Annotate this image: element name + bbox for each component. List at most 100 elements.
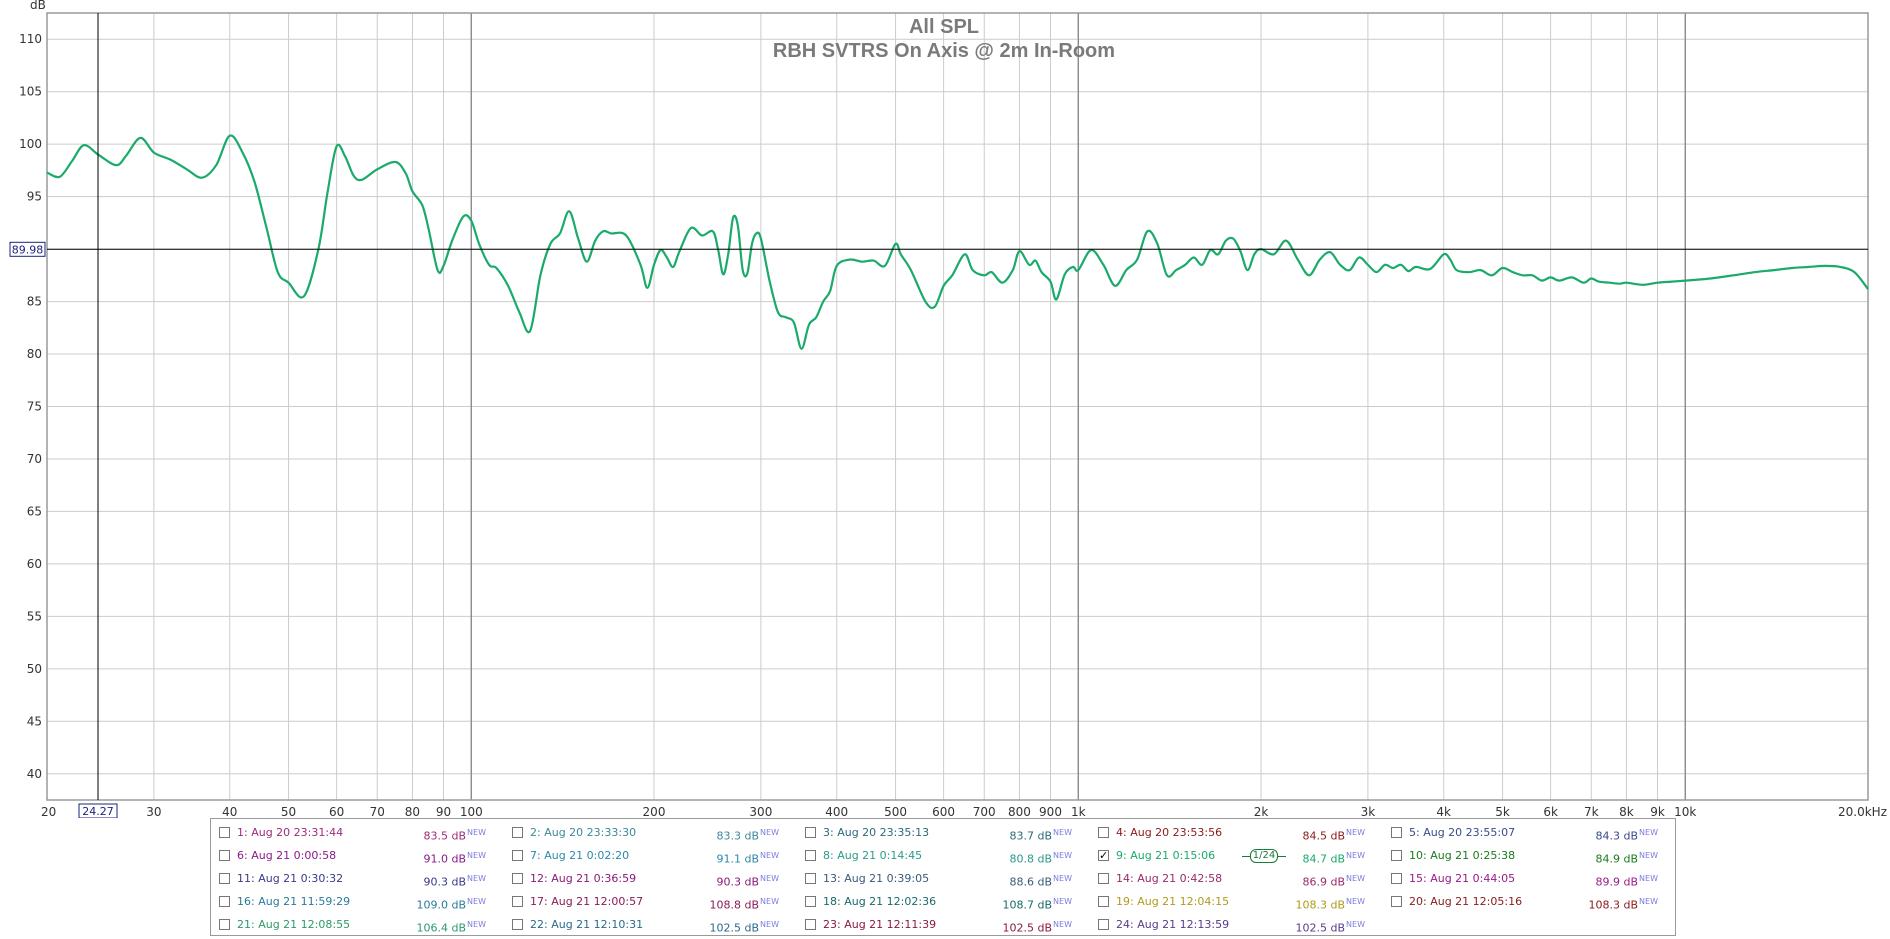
legend-item[interactable]: 11: Aug 21 0:30:32 90.3 dBNEW	[213, 869, 506, 889]
legend-item-name: 18: Aug 21 12:02:36	[823, 895, 937, 908]
legend-value-text: 89.9 dB	[1595, 875, 1639, 889]
legend-item[interactable]: 16: Aug 21 11:59:29 109.0 dBNEW	[213, 892, 506, 912]
legend-item-value: 102.5 dBNEW	[1287, 915, 1365, 939]
legend-item-value: 102.5 dBNEW	[701, 915, 779, 939]
legend-new-badge: NEW	[1346, 920, 1365, 929]
legend-checkbox[interactable]	[1098, 896, 1109, 907]
legend-checkbox[interactable]	[219, 919, 230, 930]
legend-new-badge: NEW	[1053, 851, 1072, 860]
legend-item[interactable]: 20: Aug 21 12:05:16 108.3 dBNEW	[1385, 892, 1678, 912]
legend-checkbox[interactable]	[805, 919, 816, 930]
legend-item-value: 108.3 dBNEW	[1287, 892, 1365, 916]
legend-checkbox[interactable]	[805, 873, 816, 884]
x-tick-label: 20	[41, 805, 56, 818]
legend-checkbox[interactable]	[219, 873, 230, 884]
legend-checkbox[interactable]	[219, 827, 230, 838]
spl-chart[interactable]: 110 105 100 95 90 85 80 75 70 65 60 55 50 45 40 20 30 40…	[0, 0, 1890, 818]
legend-item-name: 22: Aug 21 12:10:31	[530, 918, 644, 931]
legend-item[interactable]: 4: Aug 20 23:53:56 84.5 dBNEW	[1092, 823, 1385, 843]
legend-checkbox[interactable]	[1098, 919, 1109, 930]
legend-item-name: 8: Aug 21 0:14:45	[823, 849, 923, 862]
legend-value-text: 86.9 dB	[1302, 875, 1346, 889]
legend-item-value: 108.3 dBNEW	[1580, 892, 1658, 916]
y-tick-label: 65	[27, 504, 42, 518]
x-tick-label: 9k	[1650, 805, 1665, 818]
legend-checkbox[interactable]	[512, 873, 523, 884]
legend-item-name: 15: Aug 21 0:44:05	[1409, 872, 1516, 885]
legend-value-text: 90.3 dB	[423, 875, 467, 889]
smoothing-badge[interactable]: 1/24	[1242, 849, 1286, 863]
x-tick-label: 800	[1008, 805, 1031, 818]
legend-new-badge: NEW	[1639, 851, 1658, 860]
x-tick-label: 200	[643, 805, 666, 818]
legend-new-badge: NEW	[467, 920, 486, 929]
legend-item[interactable]: 6: Aug 21 0:00:58 91.0 dBNEW	[213, 846, 506, 866]
legend-checkbox[interactable]	[1391, 896, 1402, 907]
legend-checkbox[interactable]	[1391, 873, 1402, 884]
legend-checkbox[interactable]	[219, 850, 230, 861]
legend-new-badge: NEW	[760, 851, 779, 860]
legend-item-name: 7: Aug 21 0:02:20	[530, 849, 630, 862]
legend-item-name: 23: Aug 21 12:11:39	[823, 918, 937, 931]
legend-item[interactable]: 7: Aug 21 0:02:20 91.1 dBNEW	[506, 846, 799, 866]
legend-value-text: 84.9 dB	[1595, 852, 1639, 866]
legend-new-badge: NEW	[1346, 874, 1365, 883]
legend-checkbox[interactable]: ✓	[1098, 849, 1109, 862]
legend-item[interactable]: 24: Aug 21 12:13:59 102.5 dBNEW	[1092, 915, 1385, 935]
legend-checkbox[interactable]	[512, 896, 523, 907]
legend-item[interactable]: 13: Aug 21 0:39:05 88.6 dBNEW	[799, 869, 1092, 889]
x-tick-label: 400	[825, 805, 848, 818]
x-tick-label: 70	[370, 805, 385, 818]
legend-item[interactable]: 8: Aug 21 0:14:45 80.8 dBNEW	[799, 846, 1092, 866]
cursor-y-readout: 89.98	[9, 241, 46, 257]
legend-item[interactable]: 21: Aug 21 12:08:55 106.4 dBNEW	[213, 915, 506, 935]
legend-checkbox[interactable]	[512, 850, 523, 861]
x-tick-label: 10k	[1674, 805, 1696, 818]
legend-item[interactable]: 18: Aug 21 12:02:36 108.7 dBNEW	[799, 892, 1092, 912]
legend-item[interactable]: 1: Aug 20 23:31:44 83.5 dBNEW	[213, 823, 506, 843]
x-tick-label: 5k	[1495, 805, 1510, 818]
legend-item[interactable]: 10: Aug 21 0:25:38 84.9 dBNEW	[1385, 846, 1678, 866]
legend-value-text: 106.4 dB	[416, 921, 467, 935]
legend-item-name: 19: Aug 21 12:04:15	[1116, 895, 1230, 908]
legend-item[interactable]: 19: Aug 21 12:04:15 108.3 dBNEW	[1092, 892, 1385, 912]
svg-text:89.98: 89.98	[12, 243, 44, 256]
legend-checkbox[interactable]	[805, 896, 816, 907]
legend-item[interactable]: 15: Aug 21 0:44:05 89.9 dBNEW	[1385, 869, 1678, 889]
legend-item[interactable]: 2: Aug 20 23:33:30 83.3 dBNEW	[506, 823, 799, 843]
legend-item-name: 17: Aug 21 12:00:57	[530, 895, 644, 908]
legend-item[interactable]: 17: Aug 21 12:00:57 108.8 dBNEW	[506, 892, 799, 912]
legend-checkbox[interactable]	[805, 827, 816, 838]
legend-checkbox[interactable]	[512, 827, 523, 838]
legend-item-name: 20: Aug 21 12:05:16	[1409, 895, 1523, 908]
legend-checkbox[interactable]	[1391, 850, 1402, 861]
legend-value-text: 91.0 dB	[423, 852, 467, 866]
legend-item[interactable]: 5: Aug 20 23:55:07 84.3 dBNEW	[1385, 823, 1678, 843]
y-axis-label: dB	[30, 0, 46, 12]
legend-item[interactable]: 23: Aug 21 12:11:39 102.5 dBNEW	[799, 915, 1092, 935]
legend-item[interactable]: 14: Aug 21 0:42:58 86.9 dBNEW	[1092, 869, 1385, 889]
legend-item[interactable]: 3: Aug 20 23:35:13 83.7 dBNEW	[799, 823, 1092, 843]
legend-checkbox[interactable]	[805, 850, 816, 861]
legend-checkbox[interactable]	[512, 919, 523, 930]
legend-checkbox[interactable]	[1391, 827, 1402, 838]
legend-value-text: 88.6 dB	[1009, 875, 1053, 889]
legend-item-value: 84.3 dBNEW	[1580, 823, 1658, 847]
y-tick-label: 70	[27, 452, 42, 466]
x-tick-label: 20.0kHz	[1838, 805, 1887, 818]
legend-item[interactable]: 22: Aug 21 12:10:31 102.5 dBNEW	[506, 915, 799, 935]
legend-checkbox[interactable]	[1098, 827, 1109, 838]
legend-checkbox[interactable]	[219, 896, 230, 907]
legend-item-name: 9: Aug 21 0:15:06	[1116, 849, 1216, 862]
legend-new-badge: NEW	[1053, 897, 1072, 906]
x-tick-label: 50	[281, 805, 296, 818]
legend-item[interactable]: 12: Aug 21 0:36:59 90.3 dBNEW	[506, 869, 799, 889]
legend-checkbox[interactable]	[1098, 873, 1109, 884]
plot-frame	[46, 12, 1869, 801]
legend-new-badge: NEW	[1639, 828, 1658, 837]
x-tick-label: 8k	[1619, 805, 1634, 818]
x-tick-label: 90	[436, 805, 451, 818]
legend-item-value: 84.9 dBNEW	[1580, 846, 1658, 870]
legend-item-name: 10: Aug 21 0:25:38	[1409, 849, 1516, 862]
legend-item[interactable]: ✓ 9: Aug 21 0:15:06 1/24 84.7 dBNEW	[1092, 846, 1385, 866]
